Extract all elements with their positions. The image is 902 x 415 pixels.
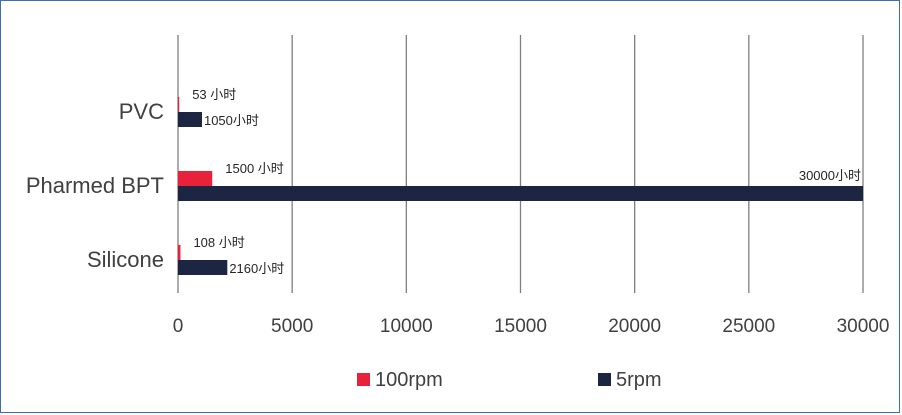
data-label: 53 小时 [192, 87, 236, 102]
bar-100rpm-1 [178, 171, 213, 186]
legend-swatch-100rpm [357, 373, 370, 386]
bar-100rpm-0 [178, 97, 180, 112]
category-label: Silicone [87, 247, 164, 272]
category-label: Pharmed BPT [26, 173, 164, 198]
legend-label: 5rpm [616, 369, 662, 391]
x-tick-label: 30000 [837, 316, 890, 337]
bar-5rpm-1 [178, 186, 863, 201]
bar-100rpm-2 [178, 245, 181, 260]
x-tick-label: 5000 [271, 316, 313, 337]
grid-lines [177, 35, 864, 293]
data-label: 108 小时 [193, 235, 244, 250]
data-labels: 53 小时 1500 小时 108 小时 1050小时 30000小时 2160小时 [192, 87, 861, 276]
x-tick-labels: 0 5000 10000 15000 20000 25000 30000 [173, 316, 890, 337]
legend-swatch-5rpm [598, 373, 611, 386]
legend-label: 100rpm [375, 369, 443, 391]
x-tick-label: 20000 [608, 316, 661, 337]
category-labels: PVC Pharmed BPT Silicone [26, 99, 164, 272]
bars [178, 97, 863, 275]
x-tick-label: 25000 [722, 316, 775, 337]
data-label: 2160小时 [229, 261, 284, 276]
data-label: 30000小时 [799, 168, 861, 183]
x-tick-label: 10000 [380, 316, 433, 337]
x-tick-label: 15000 [494, 316, 547, 337]
data-label: 1050小时 [204, 113, 259, 128]
bar-5rpm-0 [178, 112, 202, 127]
bar-5rpm-2 [178, 260, 228, 275]
legend: 100rpm 5rpm [357, 369, 662, 391]
data-label: 1500 小时 [225, 161, 284, 176]
x-tick-label: 0 [173, 316, 184, 337]
category-label: PVC [119, 99, 164, 124]
